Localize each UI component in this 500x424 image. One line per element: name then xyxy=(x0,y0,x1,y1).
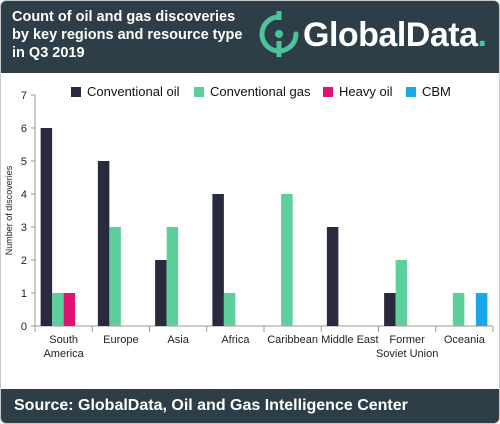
bar xyxy=(223,293,236,326)
legend-label: Conventional oil xyxy=(87,84,180,99)
title-line: by key regions and resource type xyxy=(12,27,243,43)
legend-swatch xyxy=(194,87,204,97)
x-category-label-line: Oceania xyxy=(444,334,486,346)
x-category-label: Africa xyxy=(221,334,250,346)
bar-chart: Conventional oil Conventional gas Heavy oi… xyxy=(4,84,494,360)
legend-swatch xyxy=(323,87,333,97)
title-line: in Q3 2019 xyxy=(12,45,85,61)
bar xyxy=(212,194,224,326)
bar xyxy=(63,293,76,326)
x-category-label-line: America xyxy=(43,348,84,360)
header-banner: Count of oil and gas discoveries by key … xyxy=(1,1,499,73)
y-tick-label: 5 xyxy=(21,156,27,168)
y-tick-label: 6 xyxy=(21,123,27,135)
legend-swatch xyxy=(71,87,81,97)
x-category-label-line: Europe xyxy=(103,334,138,346)
y-tick-label: 0 xyxy=(21,321,27,333)
bar xyxy=(281,194,293,326)
x-category-label: South America xyxy=(43,334,84,360)
y-tick-label: 4 xyxy=(21,189,27,201)
x-category-label-line: South xyxy=(49,334,78,346)
bar xyxy=(52,293,64,326)
x-category-label-line: Middle East xyxy=(321,334,378,346)
x-category-label: Asia xyxy=(167,334,189,346)
y-tick-label: 2 xyxy=(21,255,27,267)
x-category-label: Caribbean xyxy=(267,334,318,346)
bar xyxy=(395,260,408,326)
bar xyxy=(384,293,396,326)
x-category-label-line: Former xyxy=(389,334,425,346)
legend-label: CBM xyxy=(422,84,451,99)
x-category-label-line: Soviet Union xyxy=(376,348,438,360)
globaldata-logo: GlobalData. xyxy=(259,11,495,63)
y-axis-title: Number of discoveries xyxy=(4,165,14,255)
y-tick-label: 3 xyxy=(21,222,27,234)
brand-name: GlobalData. xyxy=(303,16,487,54)
footer-banner: Source: GlobalData, Oil and Gas Intellig… xyxy=(1,389,499,423)
bar xyxy=(97,161,110,326)
title-line: Count of oil and gas discoveries xyxy=(12,9,236,25)
x-category-label: Middle East xyxy=(321,334,378,346)
x-category-label: Oceania xyxy=(444,334,486,346)
bar xyxy=(326,227,339,326)
x-category-label: Former Soviet Union xyxy=(376,334,438,360)
chart-title: Count of oil and gas discoveries by key … xyxy=(12,8,272,62)
legend-label: Conventional gas xyxy=(210,84,311,99)
legend-swatch xyxy=(406,87,416,97)
legend-label: Heavy oil xyxy=(339,84,393,99)
x-category-label-line: Asia xyxy=(167,334,189,346)
bar xyxy=(166,227,179,326)
x-category-label-line: Caribbean xyxy=(267,334,318,346)
bar xyxy=(40,128,53,326)
bar xyxy=(109,227,121,326)
bar xyxy=(155,260,167,326)
globaldata-logo-icon xyxy=(259,11,299,57)
x-category-label-line: Africa xyxy=(221,334,250,346)
y-tick-label: 7 xyxy=(21,90,27,102)
bar xyxy=(475,293,488,326)
x-category-label: Europe xyxy=(103,334,138,346)
source-note: Source: GlobalData, Oil and Gas Intellig… xyxy=(14,397,408,414)
bar xyxy=(452,293,465,326)
y-tick-label: 1 xyxy=(21,288,27,300)
